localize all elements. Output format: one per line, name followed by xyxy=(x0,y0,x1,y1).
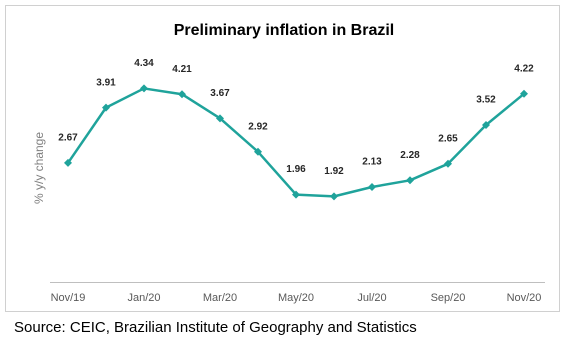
data-label: 3.52 xyxy=(476,95,496,106)
chart-frame xyxy=(5,5,560,312)
y-axis-label: % y/y change xyxy=(32,132,46,204)
data-label: 2.13 xyxy=(362,157,382,168)
data-label: 2.65 xyxy=(438,133,458,144)
marker xyxy=(254,147,262,156)
data-label: 3.91 xyxy=(96,77,116,88)
marker xyxy=(520,89,528,98)
chart-title: Preliminary inflation in Brazil xyxy=(174,22,395,39)
data-label: 4.21 xyxy=(172,64,192,75)
marker xyxy=(330,192,338,201)
x-tick-label: Sep/20 xyxy=(431,292,466,304)
marker xyxy=(178,90,186,99)
x-tick-label: Mar/20 xyxy=(203,292,237,304)
x-tick-label: Jan/20 xyxy=(127,292,160,304)
data-label: 2.28 xyxy=(400,150,420,161)
data-label: 4.22 xyxy=(514,63,534,74)
data-label: 2.92 xyxy=(248,121,268,132)
data-label: 2.67 xyxy=(58,133,78,144)
marker xyxy=(292,190,300,199)
data-label: 4.34 xyxy=(134,58,154,69)
x-tick-label: Nov/20 xyxy=(507,292,542,304)
x-tick-label: Jul/20 xyxy=(357,292,386,304)
marker xyxy=(482,121,490,130)
data-label: 1.92 xyxy=(324,166,344,177)
marker xyxy=(444,159,452,168)
x-tick-label: Nov/19 xyxy=(51,292,86,304)
data-label: 3.67 xyxy=(210,88,230,99)
marker xyxy=(216,114,224,123)
marker xyxy=(368,183,376,192)
x-tick-label: May/20 xyxy=(278,292,314,304)
marker xyxy=(406,176,414,185)
marker xyxy=(64,158,72,167)
marker xyxy=(140,84,148,93)
marker xyxy=(102,103,110,112)
source-note: Source: CEIC, Brazilian Institute of Geo… xyxy=(14,319,417,336)
data-label: 1.96 xyxy=(286,164,306,175)
